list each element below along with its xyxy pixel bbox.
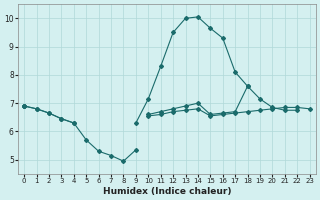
X-axis label: Humidex (Indice chaleur): Humidex (Indice chaleur) bbox=[103, 187, 231, 196]
